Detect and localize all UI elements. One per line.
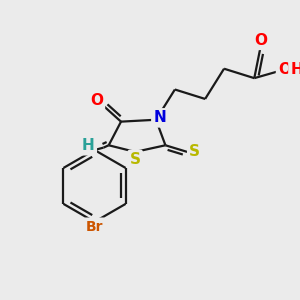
Text: H: H <box>290 62 300 77</box>
Text: S: S <box>130 152 141 167</box>
Text: N: N <box>153 110 166 125</box>
Text: O: O <box>254 33 267 48</box>
Text: O: O <box>90 93 103 108</box>
Text: O: O <box>278 62 291 77</box>
Text: Br: Br <box>86 220 103 234</box>
Text: H: H <box>82 138 95 153</box>
Text: S: S <box>189 144 200 159</box>
